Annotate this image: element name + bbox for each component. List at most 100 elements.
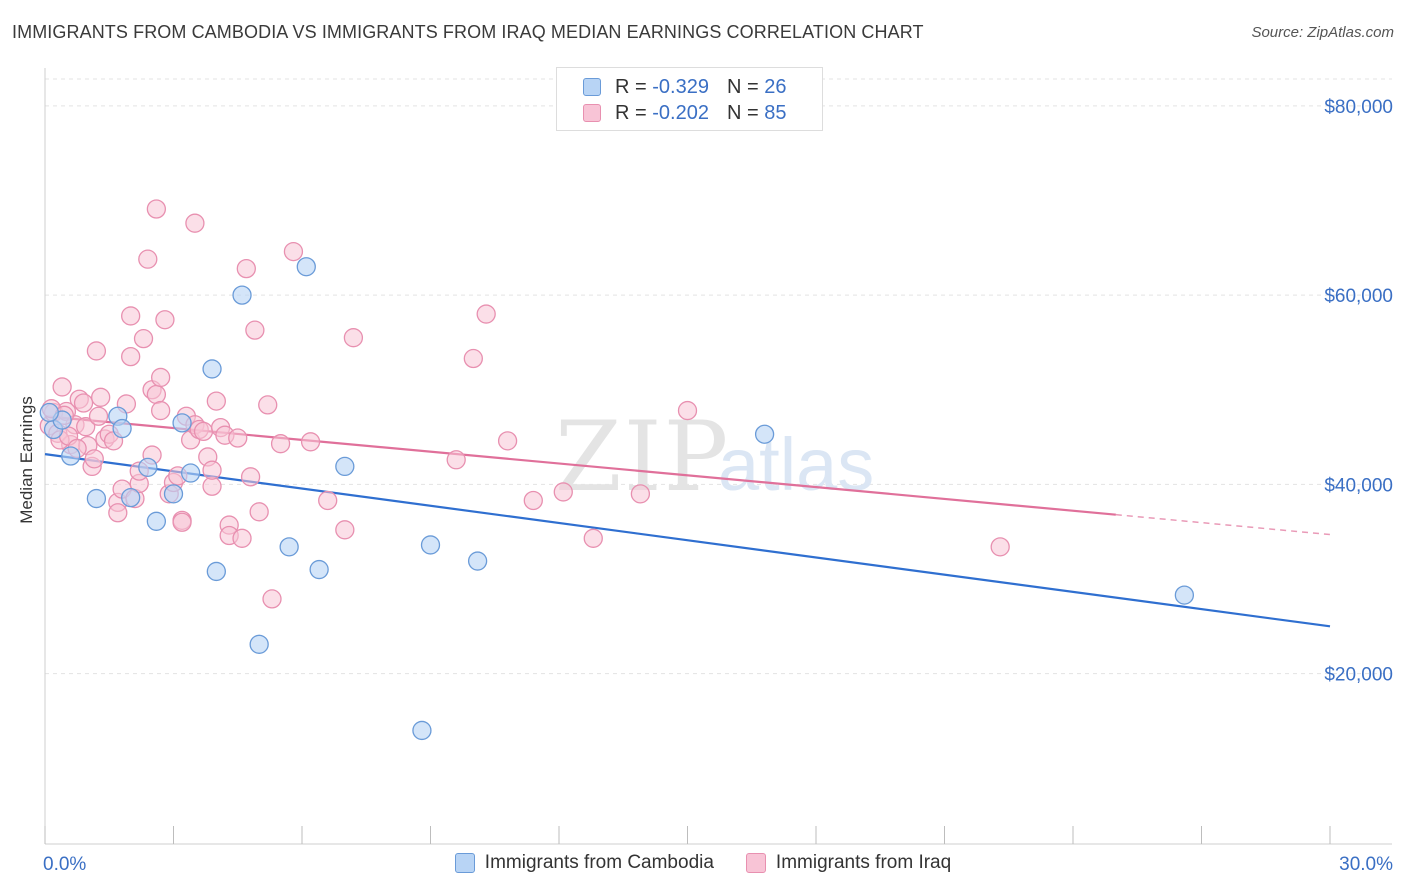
cambodia-trend-line [44, 453, 1331, 628]
cambodia-swatch [583, 78, 601, 96]
legend-n-value: 85 [764, 101, 787, 124]
cambodia-points [39, 257, 1195, 741]
iraq-point [270, 434, 291, 454]
iraq-point [228, 428, 248, 448]
cambodia-point [754, 424, 775, 444]
legend-r-label: R = [615, 75, 653, 98]
legend-n-label: N = [726, 101, 765, 124]
cambodia-point [420, 535, 441, 555]
iraq-point [258, 395, 278, 415]
cambodia-point [146, 511, 167, 531]
iraq-point [245, 320, 265, 340]
series-legend: Immigrants from Cambodia Immigrants from… [0, 852, 1406, 874]
cambodia-legend-swatch [454, 853, 475, 873]
iraq-point [84, 449, 104, 469]
iraq-point [300, 432, 321, 452]
iraq-point [249, 502, 269, 522]
iraq-point [553, 482, 573, 502]
watermark-atlas: atlas [718, 423, 874, 506]
iraq-point [121, 346, 141, 367]
cambodia-point [121, 487, 141, 508]
cambodia-point [467, 551, 488, 571]
iraq-point [193, 421, 214, 442]
iraq-trend-extension [1115, 513, 1331, 536]
cambodia-point [1174, 585, 1195, 605]
y-tick-label: $40,000 [1324, 475, 1393, 496]
iraq-point [52, 377, 72, 397]
legend-row-iraq: R = -0.202 N = 85 [583, 101, 786, 125]
legend-r-value: -0.329 [652, 75, 709, 98]
iraq-swatch [583, 104, 601, 122]
iraq-point [146, 199, 167, 219]
iraq-point [155, 310, 175, 330]
cambodia-point [39, 402, 59, 423]
iraq-point [138, 249, 158, 269]
legend-label-iraq: Immigrants from Iraq [775, 852, 952, 873]
cambodia-point [412, 720, 432, 741]
legend-r-value: -0.202 [652, 101, 709, 124]
legend-n-value: 26 [764, 75, 787, 98]
tick-labels: $20,000 $40,000 $60,000 $80,000 0.0% 30.0% [43, 97, 1393, 875]
cambodia-point [309, 559, 329, 580]
iraq-point [446, 450, 466, 470]
legend-row-cambodia: R = -0.329 N = 26 [583, 75, 786, 99]
cambodia-point [138, 457, 158, 478]
iraq-point [497, 431, 518, 451]
iraq-point [343, 328, 364, 348]
iraq-point [150, 400, 171, 421]
iraq-point [630, 484, 651, 504]
iraq-point [86, 341, 107, 361]
iraq-point [185, 213, 205, 233]
iraq-point [523, 490, 543, 511]
y-tick-label: $80,000 [1324, 97, 1393, 118]
y-tick-label: $20,000 [1324, 665, 1393, 686]
iraq-point [206, 391, 226, 411]
axes [44, 68, 1392, 845]
iraq-point [677, 400, 698, 421]
iraq-point [108, 503, 128, 523]
iraq-point [335, 520, 355, 540]
cambodia-point [249, 634, 269, 654]
iraq-point [150, 367, 171, 388]
cambodia-point [202, 359, 222, 379]
legend-r-label: R = [615, 101, 653, 124]
iraq-point [88, 406, 109, 426]
stats-legend: R = -0.329 N = 26 R = -0.202 N = 85 [556, 67, 823, 131]
iraq-points [39, 199, 1010, 609]
iraq-point [232, 528, 252, 548]
iraq-point [121, 306, 141, 326]
cambodia-point [61, 446, 81, 466]
iraq-point [318, 490, 338, 511]
grid-lines [45, 78, 1392, 675]
legend-n-label: N = [726, 75, 765, 98]
iraq-point [76, 417, 96, 437]
chart-title: IMMIGRANTS FROM CAMBODIA VS IMMIGRANTS F… [12, 22, 924, 42]
cambodia-point [172, 413, 192, 433]
iraq-point [990, 537, 1010, 557]
source-label: Source: ZipAtlas.com [1251, 24, 1394, 41]
iraq-point [476, 304, 496, 324]
cambodia-point [86, 488, 107, 509]
cambodia-point [206, 561, 226, 582]
iraq-legend-swatch [745, 853, 766, 873]
iraq-point [583, 528, 603, 548]
iraq-point [133, 329, 154, 349]
legend-item-cambodia: Immigrants from Cambodia [454, 852, 714, 874]
cambodia-point [112, 418, 132, 439]
cambodia-point [335, 456, 355, 477]
iraq-point [146, 384, 167, 405]
cambodia-point [296, 257, 316, 277]
iraq-point [283, 241, 304, 262]
iraq-point [172, 512, 192, 532]
cambodia-point [180, 463, 201, 483]
iraq-point [262, 589, 282, 609]
iraq-point [240, 467, 261, 487]
legend-label-cambodia: Immigrants from Cambodia [484, 852, 714, 873]
iraq-point [236, 258, 256, 279]
cambodia-point [163, 484, 184, 504]
y-tick-label: $60,000 [1324, 286, 1393, 307]
cambodia-point [232, 285, 252, 305]
iraq-point [463, 348, 483, 369]
iraq-point [73, 393, 94, 413]
